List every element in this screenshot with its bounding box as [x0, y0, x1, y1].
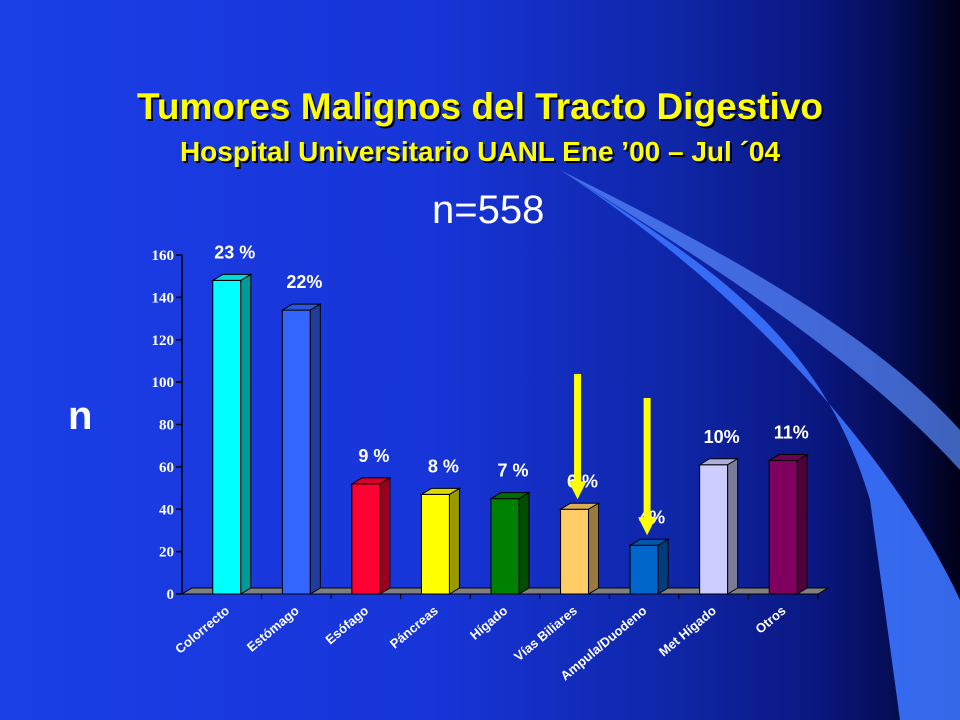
x-tick-label: Otros [752, 603, 788, 637]
x-tick-label: Met Hígado [656, 603, 719, 660]
highlight-arrow-head [568, 481, 587, 500]
bar-side [240, 273, 252, 595]
y-tick-label: 40 [159, 502, 174, 518]
data-label: 23 % [214, 242, 255, 262]
data-label: 8 % [428, 456, 459, 476]
data-label: 7 % [497, 461, 528, 481]
bar-side [796, 453, 808, 595]
highlight-arrow-shaft [574, 374, 582, 484]
x-tick-label: Esófago [322, 603, 371, 647]
bar [699, 464, 729, 595]
bar-side [518, 491, 530, 595]
slide-subtitle: Hospital Universitario UANL Ene ’00 – Ju… [179, 136, 781, 167]
bar-side [588, 502, 600, 595]
x-tick-label: Colorrecto [172, 603, 232, 657]
y-tick-label: 60 [159, 460, 174, 476]
y-tick-label: 120 [152, 333, 175, 349]
highlight-arrow-shaft [643, 398, 651, 520]
bar-side [379, 476, 391, 595]
slide-title: Tumores Malignos del Tracto Digestivo [137, 86, 823, 127]
y-tick-label: 100 [152, 375, 175, 391]
sample-size-label: n=558 [432, 188, 545, 232]
highlight-arrow-head [638, 517, 657, 536]
data-label: 11% [774, 423, 809, 443]
bar-side [657, 538, 669, 595]
y-axis-label: n [68, 394, 93, 438]
bar [490, 498, 520, 595]
bar [768, 460, 798, 595]
bar [281, 309, 311, 595]
bar [420, 493, 450, 595]
y-tick-label: 80 [159, 418, 174, 434]
bar-side [309, 303, 321, 595]
bar [351, 483, 381, 595]
data-label: 9 % [358, 446, 389, 466]
data-label: 22% [286, 272, 322, 292]
x-tick-label: Hígado [467, 603, 510, 643]
y-tick-label: 140 [152, 290, 175, 306]
bar-side [727, 457, 739, 595]
x-tick-label: Vías Biliares [511, 603, 580, 664]
y-tick-label: 20 [159, 545, 174, 561]
y-tick-label: 160 [152, 248, 175, 264]
data-label: 10% [704, 427, 740, 447]
bar-side [448, 487, 460, 595]
bar [560, 508, 590, 595]
y-tick-label: 0 [167, 587, 175, 603]
x-tick-label: Estómago [244, 603, 302, 655]
x-tick-label: Páncreas [387, 603, 441, 652]
bar [212, 279, 242, 595]
bar [629, 544, 659, 595]
